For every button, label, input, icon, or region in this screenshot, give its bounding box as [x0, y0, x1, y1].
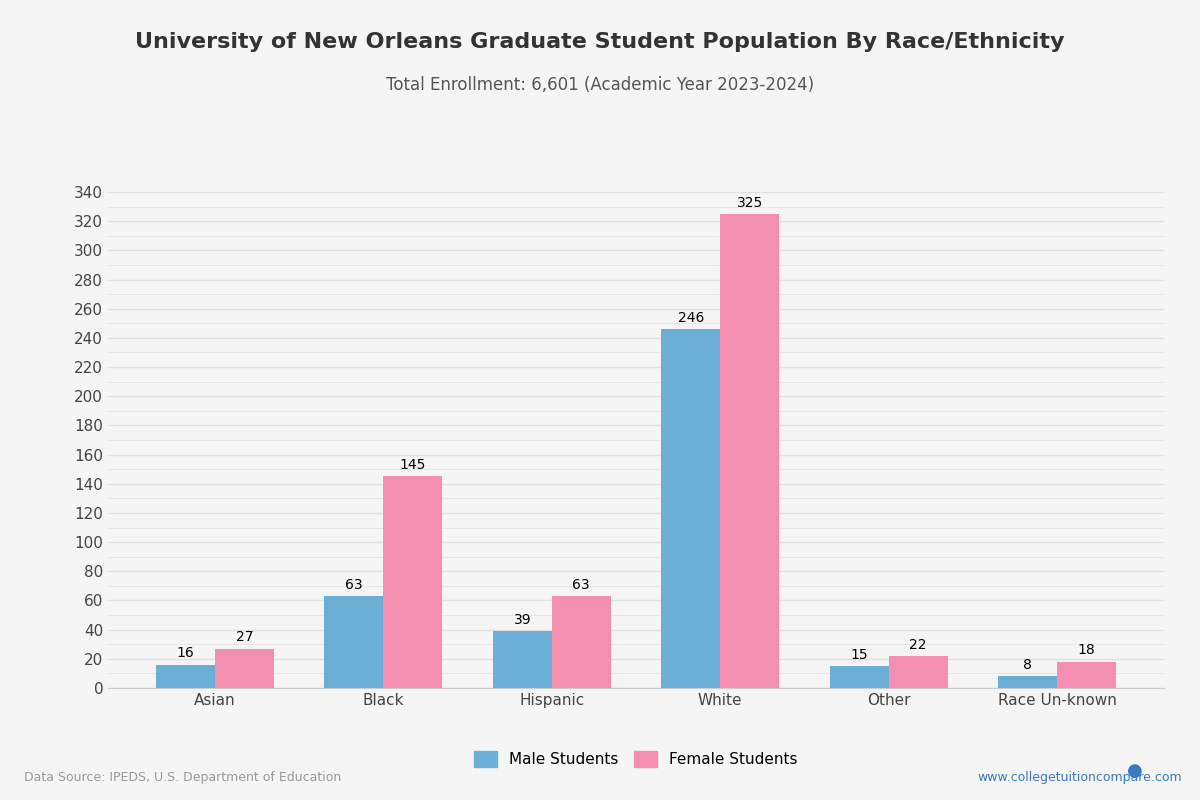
Bar: [661, 329, 720, 688]
Text: 27: 27: [235, 630, 253, 644]
Bar: [889, 656, 948, 688]
Text: 39: 39: [514, 613, 532, 626]
Text: 16: 16: [176, 646, 194, 660]
Bar: [1057, 662, 1116, 688]
Text: 145: 145: [400, 458, 426, 472]
Text: Data Source: IPEDS, U.S. Department of Education: Data Source: IPEDS, U.S. Department of E…: [24, 771, 341, 784]
Text: ●: ●: [1127, 762, 1142, 780]
Text: 8: 8: [1024, 658, 1032, 672]
Text: 18: 18: [1078, 643, 1096, 658]
Text: 63: 63: [572, 578, 590, 592]
Bar: [324, 596, 383, 688]
Bar: [720, 214, 779, 688]
Bar: [493, 631, 552, 688]
Text: University of New Orleans Graduate Student Population By Race/Ethnicity: University of New Orleans Graduate Stude…: [136, 32, 1064, 52]
Text: 15: 15: [851, 648, 868, 662]
Bar: [383, 477, 443, 688]
Text: 325: 325: [737, 195, 763, 210]
Bar: [829, 666, 889, 688]
Text: 63: 63: [346, 578, 362, 592]
Legend: Male Students, Female Students: Male Students, Female Students: [468, 746, 804, 774]
Text: Total Enrollment: 6,601 (Academic Year 2023-2024): Total Enrollment: 6,601 (Academic Year 2…: [386, 76, 814, 94]
Bar: [552, 596, 611, 688]
Bar: [156, 665, 215, 688]
Text: www.collegetuitioncompare.com: www.collegetuitioncompare.com: [977, 771, 1182, 784]
Text: 246: 246: [678, 310, 704, 325]
Bar: [998, 676, 1057, 688]
Bar: [215, 649, 274, 688]
Text: 22: 22: [910, 638, 926, 651]
